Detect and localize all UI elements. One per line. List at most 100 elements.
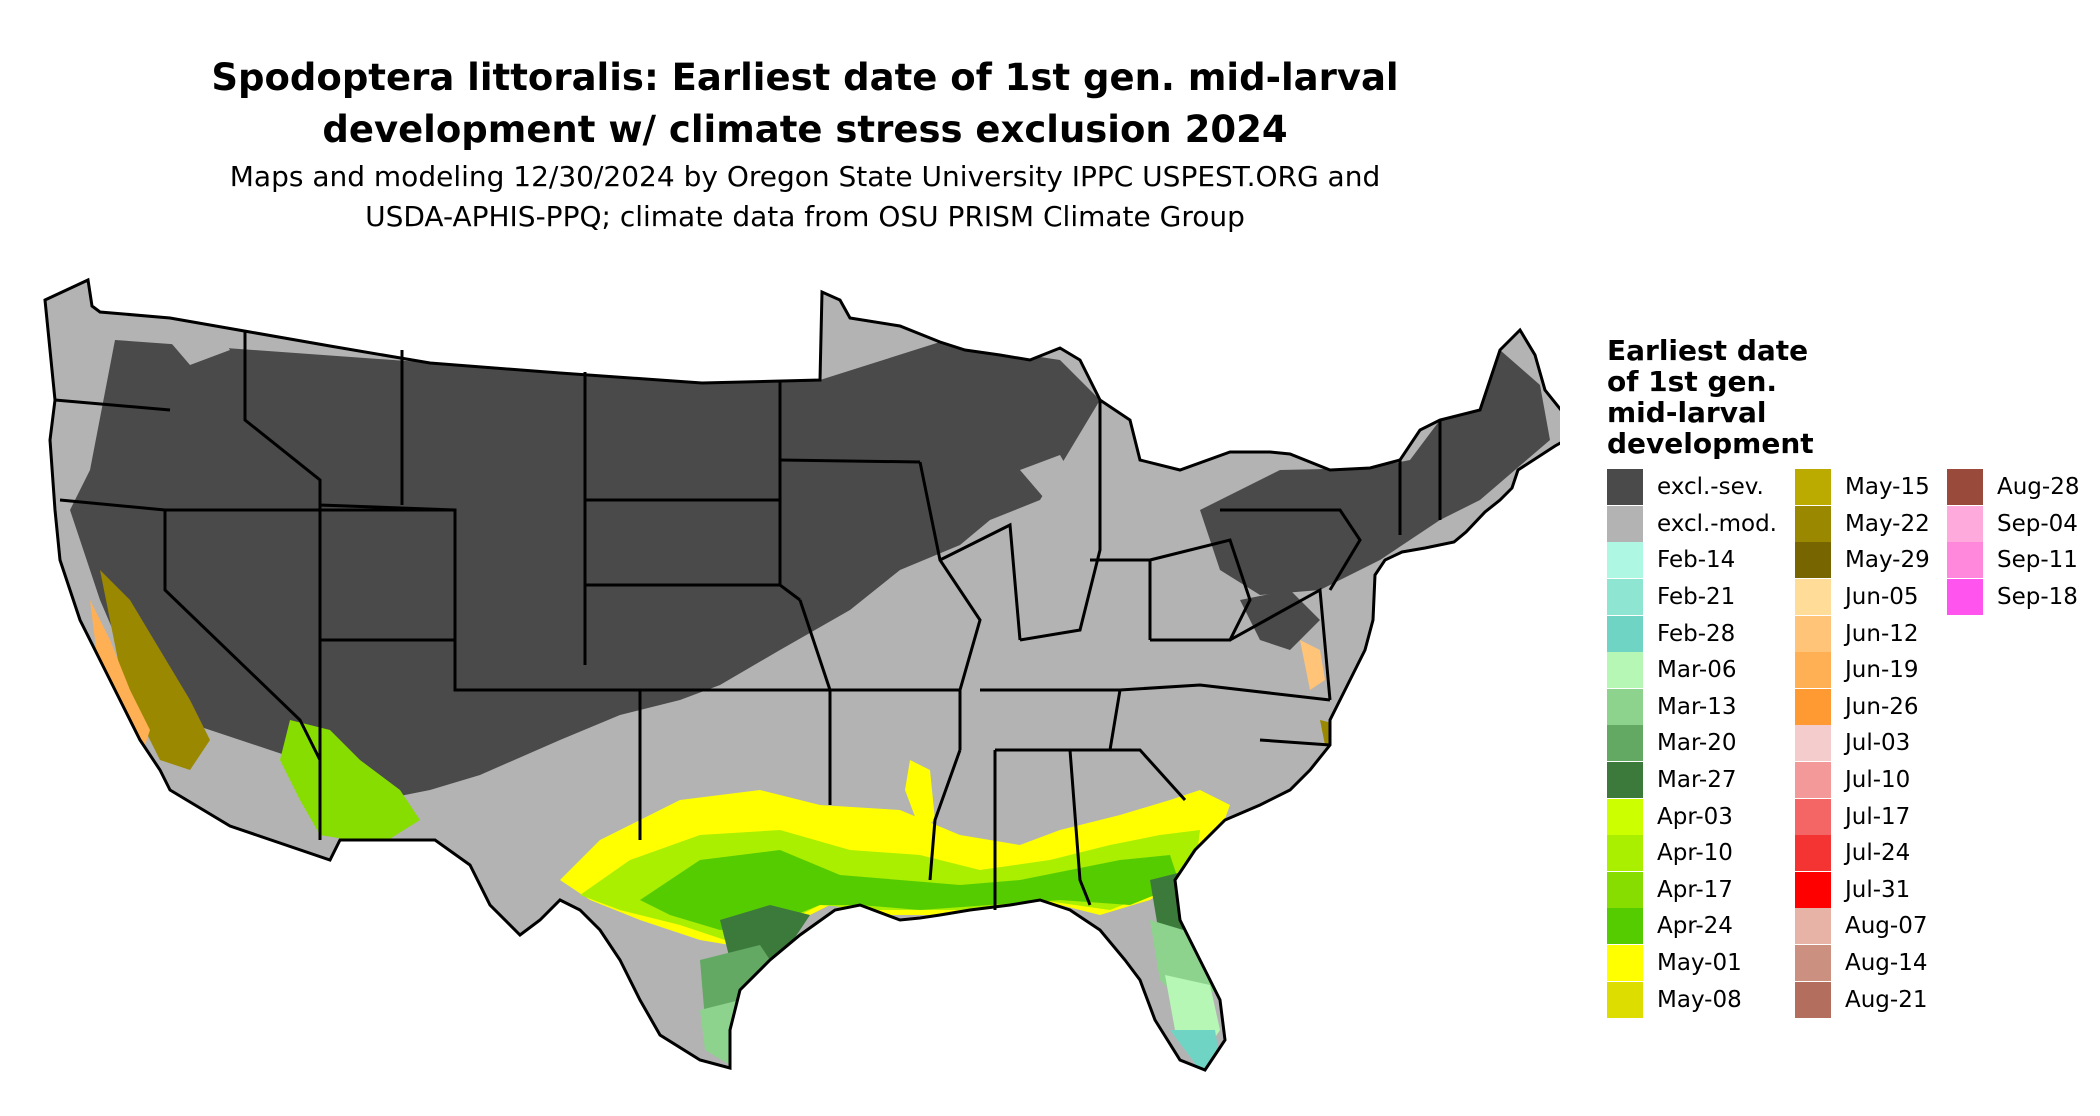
legend-label: Aug-28 [1997,474,2080,501]
legend-label: Jun-12 [1845,620,1919,647]
legend-label: Apr-24 [1657,913,1733,940]
legend-item: Jul-03 [1795,725,1930,762]
legend-swatch [1795,579,1831,616]
legend-swatch [1607,542,1643,579]
us-map [43,277,1560,1072]
legend-title-line: development [1607,427,1814,460]
legend-swatch [1795,542,1831,579]
legend-label: excl.-sev. [1657,474,1764,501]
legend-swatch [1795,945,1831,982]
legend-swatch [1795,798,1831,835]
legend-item: Jul-24 [1795,835,1930,872]
legend-item: Apr-17 [1607,871,1777,909]
legend-item: Sep-18 [1947,579,2079,616]
legend-swatch [1607,615,1643,652]
legend-label: Apr-10 [1657,840,1733,867]
legend-label: Apr-03 [1657,803,1733,830]
legend-title-line: mid-larval [1607,396,1767,429]
legend-item: Aug-21 [1795,981,1930,1018]
legend-item: May-01 [1607,945,1777,982]
legend-label: May-15 [1845,474,1930,501]
legend-label: Feb-14 [1657,547,1736,574]
legend-label: Feb-28 [1657,620,1736,647]
legend-item: Aug-14 [1795,945,1930,982]
legend-swatch [1607,945,1643,982]
legend-label: Mar-13 [1657,693,1737,720]
map-title-line-2: development w/ climate stress exclusion … [322,108,1288,151]
map-subtitle: Maps and modeling 12/30/2024 by Oregon S… [100,157,1510,237]
legend-label: Mar-20 [1657,730,1737,757]
legend-label: Jul-31 [1845,876,1911,903]
legend-label: Jul-17 [1845,803,1911,830]
legend-item: Feb-14 [1607,542,1777,579]
legend-swatch [1947,505,1983,542]
legend-label: Jun-26 [1845,693,1919,720]
legend-column-2: May-15 May-22 May-29 Jun-05 Jun-12 Jun-19 Jun-… [1795,469,1930,1018]
legend-label: Aug-07 [1845,913,1928,940]
legend-item: Feb-21 [1607,579,1777,616]
legend-column-1: excl.-sev. excl.-mod. Feb-14 Feb-21 Feb-28 Ma… [1607,469,1777,1018]
legend-swatch [1795,981,1831,1018]
map-title-line-1: Spodoptera littoralis: Earliest date of … [211,56,1399,99]
legend-title: Earliest date of 1st gen. mid-larval dev… [1607,335,1814,459]
legend-item: May-15 [1795,469,1930,506]
legend-title-line: of 1st gen. [1607,365,1778,398]
legend-item: Mar-27 [1607,762,1777,799]
legend-item: Apr-03 [1607,798,1777,835]
legend-label: Jun-05 [1845,584,1919,611]
legend-label: Aug-21 [1845,986,1928,1013]
legend-swatch [1795,615,1831,652]
legend-swatch [1947,542,1983,579]
legend-item: Jul-10 [1795,762,1930,799]
legend-swatch [1795,908,1831,945]
legend-item: Apr-10 [1607,835,1777,872]
legend-swatch [1795,505,1831,542]
legend-label: May-08 [1657,986,1742,1013]
legend-swatch [1607,469,1643,506]
legend-label: Mar-06 [1657,657,1737,684]
legend-swatch [1607,871,1643,908]
legend-swatch [1947,469,1983,506]
legend-label: Jul-03 [1845,730,1911,757]
legend-label: Jun-19 [1845,657,1919,684]
legend-swatch [1795,725,1831,762]
legend-swatch [1607,762,1643,799]
legend-label: Jul-10 [1845,767,1911,794]
legend-swatch [1795,871,1831,908]
map-subtitle-line-2: USDA-APHIS-PPQ; climate data from OSU PR… [365,200,1245,233]
legend-item: excl.-sev. [1607,469,1777,506]
legend-item: Jun-05 [1795,579,1930,616]
legend-item: Jun-26 [1795,688,1930,726]
legend-item: Aug-07 [1795,908,1930,945]
map-subtitle-line-1: Maps and modeling 12/30/2024 by Oregon S… [229,160,1381,193]
legend-item: May-08 [1607,981,1777,1018]
legend-swatch [1947,579,1983,616]
legend-label: Aug-14 [1845,950,1928,977]
legend-label: May-22 [1845,510,1930,537]
legend-label: May-29 [1845,547,1930,574]
legend-label: Mar-27 [1657,767,1737,794]
legend-swatch [1795,688,1831,725]
legend-item: May-29 [1795,542,1930,579]
legend-label: Apr-17 [1657,876,1733,903]
map-title: Spodoptera littoralis: Earliest date of … [100,52,1510,156]
legend-swatch [1607,652,1643,689]
legend-item: Mar-13 [1607,688,1777,726]
legend-item: Sep-04 [1947,505,2079,543]
legend-label: excl.-mod. [1657,510,1777,537]
legend-column-3: Aug-28 Sep-04 Sep-11 Sep-18 [1947,469,2080,616]
legend-item: May-22 [1795,505,1930,543]
legend-item: Mar-06 [1607,652,1777,689]
legend-swatch [1607,981,1643,1018]
legend-title-line: Earliest date [1607,334,1809,367]
legend-swatch [1607,798,1643,835]
legend-label: May-01 [1657,950,1742,977]
legend-item: Sep-11 [1947,542,2079,579]
legend-item: Mar-20 [1607,725,1777,762]
legend-item: excl.-mod. [1607,505,1777,543]
legend-swatch [1795,652,1831,689]
legend-item: Jul-31 [1795,871,1930,909]
legend-swatch [1607,725,1643,762]
legend-item: Jun-19 [1795,652,1930,689]
legend-swatch [1795,469,1831,506]
